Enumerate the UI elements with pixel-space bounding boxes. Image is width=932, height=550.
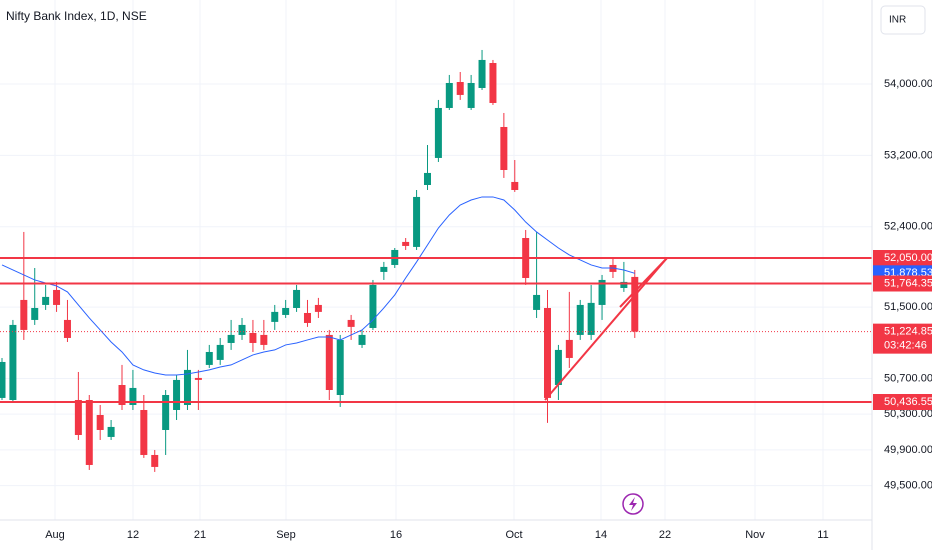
candle-body: [162, 394, 170, 430]
price-label-box: [873, 275, 932, 292]
y-tick-label: 50,700.00: [884, 372, 932, 384]
x-tick-label: 22: [659, 529, 671, 541]
candle-body: [85, 399, 93, 465]
price-label: 50,436.55: [884, 396, 932, 408]
candle-body: [282, 307, 290, 315]
candle-body: [227, 334, 235, 343]
y-tick-label: 49,500.00: [884, 479, 932, 491]
x-tick-label: 11: [817, 529, 828, 541]
price-label-box: [873, 393, 932, 410]
x-tick-label: 21: [194, 529, 206, 541]
countdown: 03:42:46: [884, 340, 927, 352]
candle-body: [96, 414, 104, 430]
price-label-box: [873, 323, 932, 354]
chart-title: Nifty Bank Index, 1D, NSE: [6, 9, 147, 23]
candle-body: [456, 82, 464, 95]
candle-body: [554, 349, 562, 386]
y-tick-label: 54,000.00: [884, 78, 932, 90]
candle-body: [0, 361, 6, 398]
candle-body: [423, 172, 431, 185]
price-label-box: [873, 250, 932, 267]
x-tick-label: 12: [127, 529, 139, 541]
candle-body: [42, 296, 50, 305]
price-label: 51,224.85: [884, 326, 932, 338]
candle-body: [544, 307, 551, 398]
candle-body: [620, 281, 628, 288]
y-tick-label: 50,300.00: [884, 408, 932, 420]
candle-body: [129, 387, 137, 405]
trendline: [619, 257, 668, 308]
y-tick-label: 53,200.00: [884, 149, 932, 161]
candle-body: [434, 107, 442, 158]
x-tick-label: Aug: [45, 529, 65, 541]
candle-body: [413, 196, 421, 247]
x-tick-label: Oct: [505, 529, 522, 541]
candle-body: [249, 332, 257, 343]
candle-body: [347, 319, 355, 327]
y-tick-label: 52,400.00: [884, 221, 932, 233]
candle-body: [293, 289, 301, 308]
x-tick-label: 14: [595, 529, 607, 541]
candle-body: [533, 294, 541, 310]
candle-body: [183, 369, 191, 405]
candle-body: [598, 279, 606, 305]
moving-average: [1, 196, 635, 376]
candle-body: [489, 62, 497, 103]
candle-body: [9, 324, 17, 400]
candle-body: [576, 304, 584, 335]
candle-body: [478, 59, 486, 88]
candle-body: [325, 334, 333, 390]
candle-body: [402, 241, 410, 246]
axis: 54,000.00 53,200.00 52,400.00 51,500.00 50,7…: [45, 78, 932, 541]
trendline: [544, 257, 668, 401]
candle-body: [358, 334, 366, 345]
x-tick-label: 16: [390, 529, 402, 541]
candle-body: [336, 339, 344, 395]
candle-body: [53, 289, 61, 305]
candle-body: [74, 399, 82, 435]
candle-body: [445, 82, 453, 108]
candle-body: [173, 379, 181, 410]
y-tick-label: 49,900.00: [884, 444, 932, 456]
candle-body: [500, 126, 508, 171]
candle-body: [380, 266, 388, 272]
candle-body: [303, 312, 311, 323]
candle-body: [467, 82, 475, 108]
price-label: 52,050.00: [884, 252, 932, 264]
candle-body: [63, 319, 71, 338]
candle-body: [565, 339, 573, 358]
candle-body: [238, 324, 246, 335]
candle-body: [20, 299, 28, 330]
candle-body: [587, 302, 595, 335]
candle-body: [31, 307, 39, 320]
price-label: 51,764.35: [884, 277, 932, 289]
x-tick-label: Sep: [276, 529, 296, 541]
candle-body: [314, 304, 322, 312]
candle-body: [205, 351, 213, 365]
plot: [0, 49, 872, 472]
currency-button[interactable]: [880, 5, 926, 35]
candle-body: [118, 385, 126, 405]
candle-body: [216, 344, 224, 360]
candle-body: [151, 454, 159, 467]
candle-body: [511, 181, 519, 190]
candle-body: [107, 426, 115, 437]
currency[interactable]: INR: [889, 15, 906, 26]
x-tick-label: Nov: [745, 529, 765, 541]
candle-body: [631, 276, 639, 332]
y-tick-label: 51,500.00: [884, 301, 932, 313]
candle-body: [260, 334, 268, 345]
event-icon-bolt: [629, 497, 637, 511]
candle-body: [140, 409, 148, 455]
candle-body: [271, 311, 279, 322]
candle-body: [369, 284, 377, 328]
candle-body: [194, 377, 202, 380]
